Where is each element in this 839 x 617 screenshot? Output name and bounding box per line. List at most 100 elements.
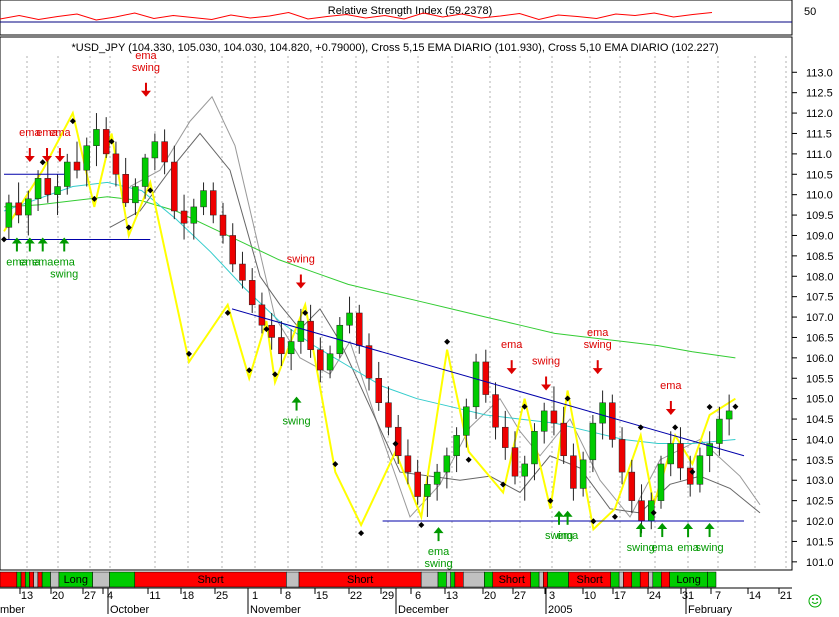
candle-body (599, 402, 606, 424)
pivot-marker (125, 224, 132, 231)
candle-body (278, 337, 285, 355)
signal-segment (437, 571, 447, 588)
pivot-marker (108, 138, 115, 145)
candle-body (550, 410, 558, 424)
annotation-label: ema (135, 50, 157, 62)
y-tick-label: 104.5 (806, 414, 834, 426)
candle-body (258, 304, 266, 326)
annotation-label: ema (19, 256, 41, 268)
candle-body (716, 418, 723, 444)
pivot-marker (418, 521, 425, 528)
signal-segment (707, 571, 717, 588)
arrow-down-icon (541, 384, 552, 391)
y-tick-label: 107.0 (806, 312, 834, 324)
price-grid (26, 56, 787, 568)
candle-body (44, 178, 52, 195)
pivot-marker (465, 456, 472, 463)
y-tick-label: 109.0 (806, 230, 834, 242)
candle-body (5, 202, 13, 228)
annotation-label: swing (545, 530, 573, 542)
y-tick-label: 103.0 (806, 475, 834, 487)
arrow-down-icon (665, 408, 676, 415)
candle-body (122, 174, 129, 204)
y-tick-label: 111.5 (806, 128, 832, 140)
signal-annotation: swing (287, 254, 315, 289)
arrow-up-icon (635, 523, 646, 530)
candle-body (102, 129, 110, 155)
candle-body (531, 431, 538, 465)
signal-annotation: swing (696, 523, 724, 554)
candle-body (297, 320, 305, 342)
candle-body (424, 484, 431, 497)
series-ema-50 (3, 181, 736, 444)
pivot-marker (650, 509, 657, 516)
arrow-up-icon (554, 510, 564, 517)
signal-annotation: ema (677, 523, 700, 554)
x-tick-label: 21 (780, 590, 792, 602)
annotation-label: ema (677, 542, 699, 554)
annotation-label: swing (50, 268, 78, 280)
y-tick-label: 105.5 (806, 373, 834, 385)
candle-body (190, 206, 198, 224)
candle-body (511, 447, 519, 477)
pivot-marker (590, 518, 597, 525)
annotation-label: ema (19, 127, 41, 139)
candle-body (375, 378, 382, 403)
signal-segment (639, 571, 649, 588)
x-tick-label: 20 (484, 590, 496, 602)
x-tick-label: 25 (216, 590, 228, 602)
smiley-icon[interactable] (808, 594, 822, 608)
x-tick-label: 1 (252, 590, 258, 602)
signal-segment (631, 571, 641, 588)
signal-segment (648, 571, 654, 588)
candle-body (579, 459, 587, 489)
signal-segment (543, 571, 548, 588)
candle-body (112, 153, 120, 175)
y-tick-label: 101.5 (806, 536, 834, 548)
candle-body (180, 210, 188, 224)
y-tick-label: 107.5 (806, 292, 834, 304)
y-axis: 113.0 112.5 112.0 111.5 111.0 110.5 110.0 109.5… (791, 37, 834, 570)
y-tick-label: 108.0 (806, 271, 834, 283)
x-tick-label: 13 (446, 590, 458, 602)
candle-body (83, 145, 90, 171)
candle-body (560, 422, 567, 457)
signal-annotation: ema (32, 237, 54, 268)
annotation-label: ema (557, 530, 579, 542)
signal-label: Short (347, 574, 373, 586)
arrow-up-icon (59, 237, 70, 244)
annotation-label: ema (652, 542, 674, 554)
x-tick-label: 15 (316, 590, 328, 602)
x-tick-label: 3 (549, 590, 555, 602)
annotation-label: swing (424, 558, 452, 570)
month-label: November (250, 604, 301, 616)
annotation-label: swing (287, 254, 315, 266)
signal-segment (109, 571, 136, 588)
annotation-label: ema (6, 256, 28, 268)
signal-segment (286, 571, 300, 588)
signal-segment (16, 571, 22, 588)
x-tick-label: 27 (514, 590, 526, 602)
pivot-marker (611, 513, 618, 520)
candle-body (472, 361, 480, 408)
signal-segment (446, 571, 451, 588)
arrow-up-icon (37, 237, 48, 244)
rsi-series-line (0, 11, 713, 21)
signal-annotation: swing (532, 355, 560, 391)
arrow-down-icon (24, 156, 35, 163)
signal-annotation: ema (557, 510, 579, 542)
candle-body (307, 320, 314, 350)
signal-annotation: swing (545, 510, 573, 542)
arrow-up-icon (562, 510, 573, 517)
candle-body (706, 443, 713, 457)
candle-body (200, 190, 207, 208)
pivot-marker (444, 338, 451, 345)
pivot-marker (672, 424, 679, 431)
x-tick-label: 13 (21, 590, 33, 602)
y-tick-label: 112.5 (806, 88, 833, 100)
y-tick-label: 110.0 (806, 190, 833, 202)
signal-segment (610, 571, 620, 588)
arrow-up-icon (683, 523, 694, 530)
